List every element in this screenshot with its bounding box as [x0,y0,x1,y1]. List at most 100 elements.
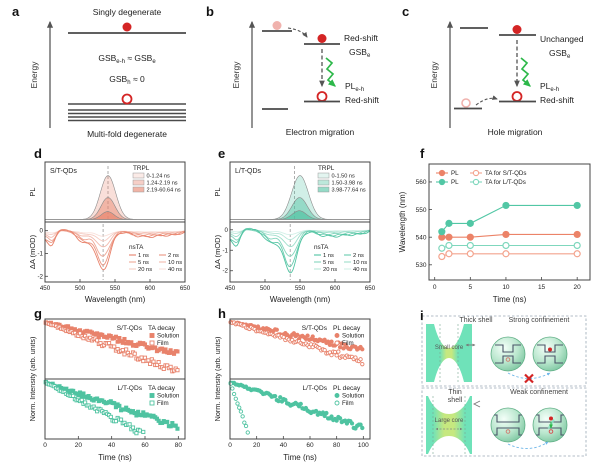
gsb-e-label: GSBe [549,48,571,60]
svg-text:PL: PL [30,187,37,196]
series-ta-for-l/t-qds-3 [438,241,581,252]
svg-text:0: 0 [43,442,47,449]
svg-text:540: 540 [416,234,427,241]
series-pl-0 [438,230,581,241]
series-ta-for-s/t-qds-1 [438,250,581,261]
panel-a-letter: a [12,4,20,19]
hole-circle [505,429,511,434]
svg-text:2 ns: 2 ns [353,253,364,259]
qd-sphere [490,336,526,372]
svg-text:Time (ns): Time (ns) [493,295,527,304]
svg-text:40: 40 [280,442,288,449]
transfer-path-arrow [507,441,549,449]
electron-dot [122,22,132,32]
small-core-label: Small core [434,345,464,351]
subplot-s-t-qds [43,320,180,374]
gsb-e-label: GSBe [349,47,371,59]
svg-text:5: 5 [469,284,473,291]
svg-text:PL decay: PL decay [333,325,361,332]
panel-d-letter: d [34,146,42,161]
svg-text:Solution: Solution [342,333,365,340]
svg-text:450: 450 [40,285,51,292]
upper-level [68,22,186,34]
initial-hole-level [454,98,482,110]
weak-confinement-box [421,387,587,457]
initial-electron-level [262,21,292,32]
svg-text:600: 600 [145,285,156,292]
panel-f: 0 5 10 15 20 530 540 550 560 Time (ns) Wavelength … [396,152,600,310]
svg-text:PL: PL [451,179,459,186]
weak-confinement-label: Weak confinement [510,389,568,396]
trpl-series [45,175,185,220]
singly-degenerate-label: Singly degenerate [93,7,162,17]
svg-text:500: 500 [75,285,86,292]
multifold-degenerate-label: Multi-fold degenerate [87,129,167,139]
svg-text:10 ns: 10 ns [168,260,182,266]
photon-emission-zigzag-icon [325,57,336,87]
panel-b-caption: Electron migration [286,127,355,137]
svg-text:ΔA (mOD): ΔA (mOD) [215,234,222,269]
svg-text:Norm. Intensity (arb. units): Norm. Intensity (arb. units) [30,337,37,422]
weak-confinement-dots [490,407,568,449]
panel-a: Energy Singly degenerate GSBe-h ≈ GSBe G… [0,0,200,150]
svg-text:20: 20 [574,284,582,291]
svg-text:5 ns: 5 ns [323,260,334,266]
wide-well-bottom [494,427,522,436]
svg-text:Wavelength (nm): Wavelength (nm) [85,295,146,304]
panel-g-letter: g [34,306,42,321]
redshift-gsb-label: Red-shift [344,33,379,43]
svg-text:0-1.24 ns: 0-1.24 ns [147,174,171,180]
subplot-s-t-qds [228,319,365,367]
svg-text:10: 10 [502,284,510,291]
energy-axis-label: Energy [429,61,439,89]
panel-b: Energy Red-shift GSBe PLe-h Red-shift El… [200,0,400,150]
trpl-series [230,175,370,220]
svg-text:100: 100 [358,442,369,449]
svg-text:ΔA (mOD): ΔA (mOD) [30,234,37,269]
multifold-levels [68,103,186,122]
wide-well-top [494,414,522,423]
svg-text:650: 650 [180,285,191,292]
svg-text:20: 20 [75,442,83,449]
panel-c-caption: Hole migration [488,127,543,137]
narrow-well-top [495,344,521,353]
svg-text:TA decay: TA decay [148,385,176,392]
thick-shell-label: Thick shell [459,317,493,324]
svg-text:S/T-QDs: S/T-QDs [50,168,77,175]
svg-text:0: 0 [228,442,232,449]
svg-text:5 ns: 5 ns [138,260,149,266]
panel-e-letter: e [218,146,226,161]
narrow-well-bottom [537,355,563,364]
panel-c-letter: c [402,4,410,19]
hole-circle [511,91,523,102]
pl-label: PLe-h [345,81,364,93]
electron-level [499,25,536,36]
svg-text:nsTA: nsTA [129,244,144,251]
svg-text:L/T-QDs: L/T-QDs [117,385,142,392]
svg-text:Film: Film [157,400,169,407]
energy-axis-label: Energy [29,61,39,89]
panel-b-letter: b [206,4,214,19]
hole-circle [505,357,511,362]
svg-text:530: 530 [416,262,427,269]
svg-text:Film: Film [157,340,169,347]
panel-i: Thick shell Strong confinement Small cor… [396,312,600,471]
electron-dot [549,416,553,421]
svg-text:20: 20 [253,442,261,449]
shifted-hole-level [499,91,536,103]
svg-text:550: 550 [110,285,121,292]
pl-label: PLe-h [540,81,559,93]
narrow-well-top [537,344,563,353]
series-pl-2 [438,201,581,236]
qd-sphere [532,336,568,372]
thin-shell-schematic [426,396,472,454]
svg-text:600: 600 [330,285,341,292]
panel-h: S/T-QDs PL decay Solution Film L/T-QDs PL dec… [215,312,400,471]
subplot-l-t-qds [228,380,365,435]
svg-text:450: 450 [225,285,236,292]
svg-text:TA decay: TA decay [148,325,176,332]
unchanged-label: Unchanged [540,34,584,44]
panel-g: S/T-QDs TA decay Solution Film L/T-QDs TA dec… [30,312,215,471]
svg-text:3.98-77.64 ns: 3.98-77.64 ns [332,188,366,194]
